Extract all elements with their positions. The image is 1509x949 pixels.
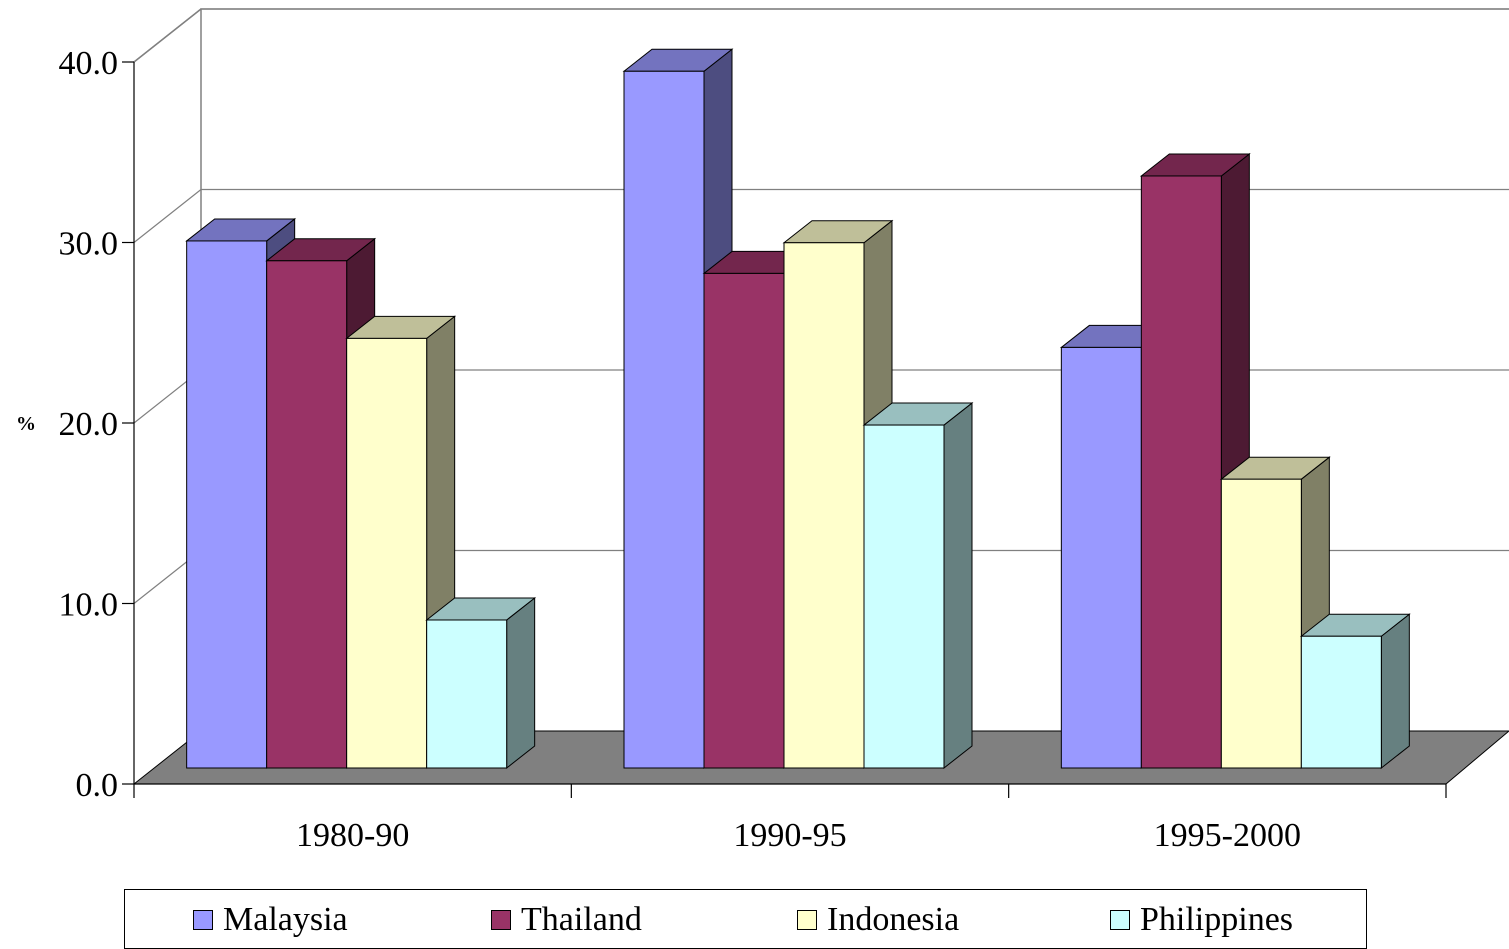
bar-front — [1140, 175, 1222, 769]
bar — [185, 217, 297, 770]
y-tick-label: 0.0 — [76, 767, 119, 804]
legend-item: Indonesia — [797, 900, 959, 940]
bar-side — [506, 596, 536, 770]
bar-front — [426, 619, 508, 769]
legend-swatch — [491, 910, 511, 930]
y-tick-label: 40.0 — [59, 45, 119, 82]
bar-front — [346, 337, 428, 769]
y-tick-label: 10.0 — [59, 587, 119, 624]
bar-side — [1380, 613, 1410, 770]
gridline — [133, 188, 1509, 243]
bar-side — [943, 402, 973, 770]
x-tick-label: 1995-2000 — [1154, 817, 1301, 854]
gridline — [133, 8, 1509, 63]
x-tick-label: 1980-90 — [296, 817, 409, 854]
legend-label: Malaysia — [223, 901, 348, 938]
legend-swatch — [193, 910, 213, 930]
legend-item: Thailand — [491, 900, 642, 940]
legend: Malaysia Thailand Indonesia Philippines — [124, 889, 1367, 949]
y-tick-label: 30.0 — [59, 226, 119, 263]
bar — [1299, 613, 1411, 770]
bar — [862, 402, 974, 770]
x-tick-label: 1990-95 — [733, 817, 846, 854]
bar — [425, 596, 537, 770]
y-axis-label: % — [16, 413, 36, 435]
bar — [782, 219, 894, 770]
bar-front — [703, 272, 785, 769]
legend-item: Philippines — [1110, 900, 1293, 940]
bar-front — [783, 242, 865, 769]
bar-front — [623, 70, 705, 769]
bar-front — [1300, 635, 1382, 769]
bar-front — [186, 240, 268, 769]
bar-front — [1060, 346, 1142, 769]
y-tick-label: 20.0 — [59, 406, 119, 443]
bar-front — [1220, 478, 1302, 769]
legend-label: Indonesia — [827, 901, 960, 938]
legend-item: Malaysia — [193, 900, 348, 940]
legend-swatch — [797, 910, 817, 930]
legend-label: Thailand — [521, 901, 642, 938]
legend-label: Philippines — [1140, 901, 1294, 938]
bar — [622, 48, 734, 770]
bar-front — [863, 424, 945, 769]
bar-front — [266, 260, 348, 769]
legend-swatch — [1110, 910, 1130, 930]
